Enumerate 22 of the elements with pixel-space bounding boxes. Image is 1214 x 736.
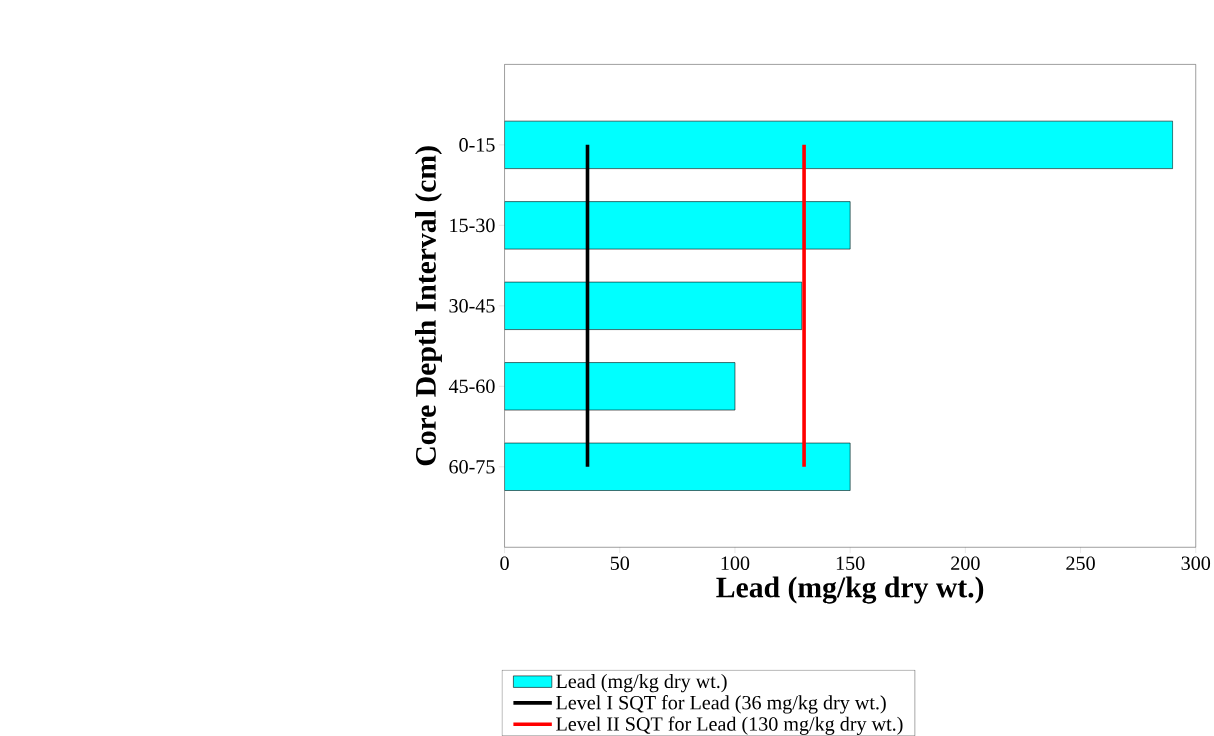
x-tick-label: 300	[1181, 556, 1211, 570]
x-tick-label: 50	[610, 556, 630, 570]
legend-label: Lead (mg/kg dry wt.)	[556, 673, 727, 693]
y-tick-label: 60-75	[449, 460, 495, 474]
x-axis-title: Lead (mg/kg dry wt.)	[716, 576, 984, 604]
y-tick-label: 15-30	[450, 218, 495, 233]
x-tick-label: 150	[836, 556, 865, 570]
legend-label: Level II SQT for Lead (130 mg/kg dry wt.)	[556, 716, 903, 735]
y-tick-label: 45-60	[448, 379, 495, 394]
y-tick-label: 30-45	[449, 299, 495, 313]
bar	[504, 281, 803, 330]
bar	[504, 201, 851, 250]
bar	[504, 442, 851, 491]
legend-label: Level I SQT for Lead (36 mg/kg dry wt.)	[556, 695, 886, 714]
bar	[504, 120, 1173, 169]
x-tick-label: 200	[951, 556, 980, 570]
x-tick-label: 100	[721, 556, 750, 570]
bar	[504, 362, 736, 411]
y-axis-title: Core Depth Interval (cm)	[415, 146, 442, 466]
x-tick-label: 250	[1066, 556, 1095, 570]
y-tick-label: 0-15	[459, 138, 495, 152]
x-tick-label: 0	[500, 556, 509, 570]
